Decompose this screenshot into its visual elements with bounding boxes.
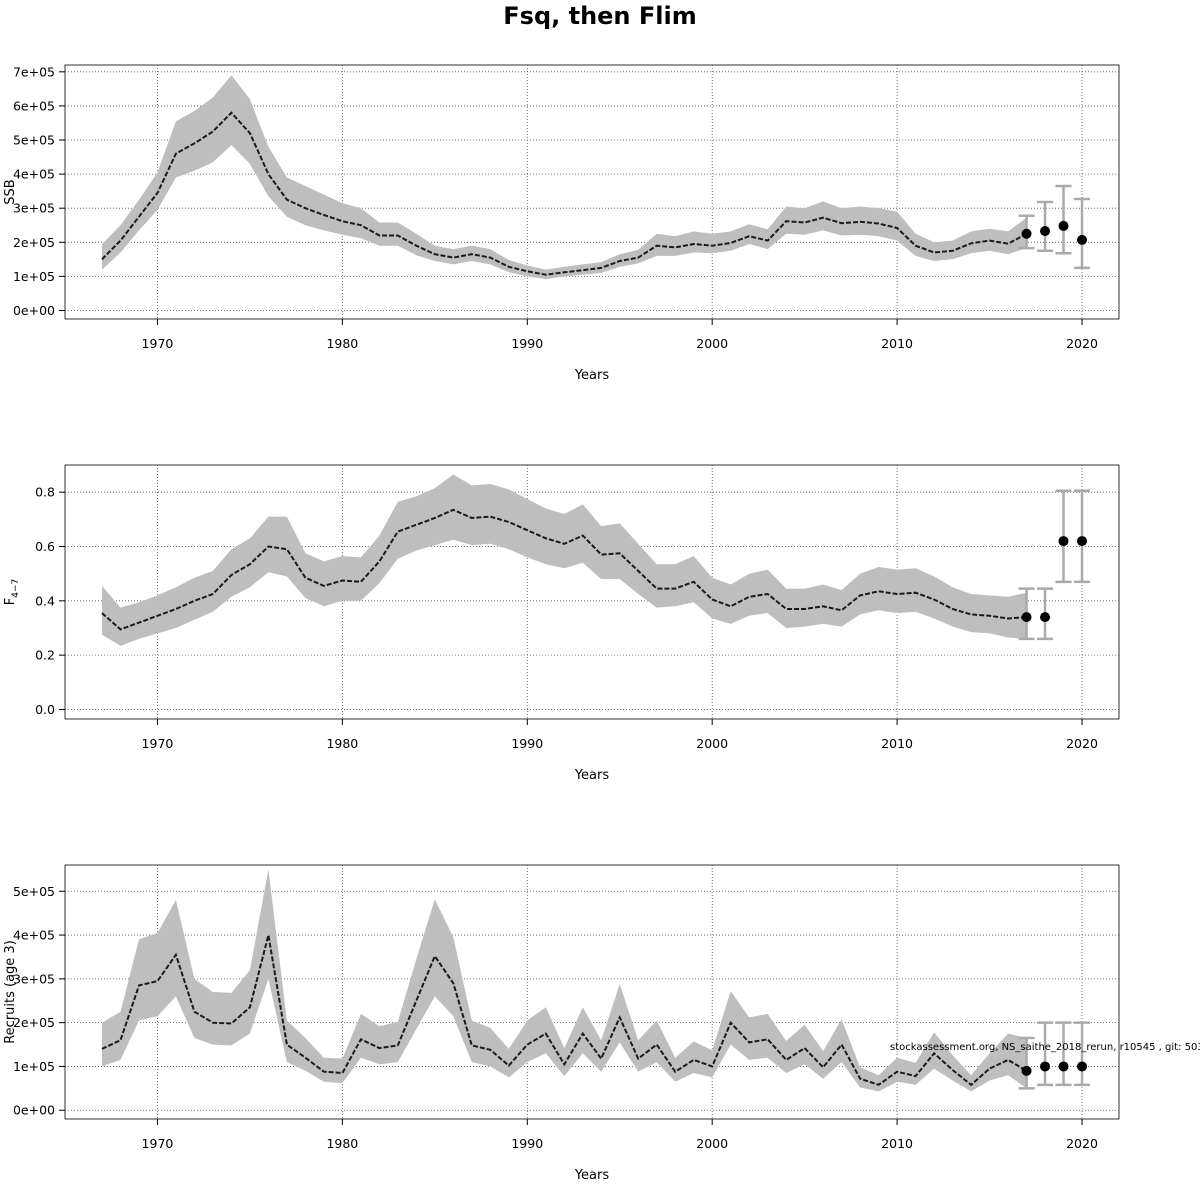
forecast-point <box>1040 612 1051 623</box>
y-tick-label: 0.2 <box>35 648 55 663</box>
forecast-point <box>1040 1061 1051 1072</box>
forecast-point <box>1040 226 1051 237</box>
page-title: Fsq, then Flim <box>503 2 696 30</box>
estimate-line <box>101 508 1027 631</box>
credit-note: stockassessment.org, NS_saithe_2018_reru… <box>890 1042 1200 1053</box>
x-tick-label: 1990 <box>511 336 543 351</box>
x-tick-label: 2000 <box>696 736 728 751</box>
forecast-point <box>1077 536 1088 547</box>
x-tick-label: 2020 <box>1066 736 1098 751</box>
x-axis-label: Years <box>574 1168 610 1183</box>
forecast-point <box>1058 1061 1069 1072</box>
estimate-line <box>101 111 1027 276</box>
estimate-line <box>101 934 1028 1087</box>
x-tick-label: 2000 <box>696 336 728 351</box>
x-tick-label: 2010 <box>881 336 913 351</box>
x-tick-label: 1980 <box>326 336 358 351</box>
forecast-point <box>1021 228 1032 239</box>
y-tick-label: 3e+05 <box>13 971 55 986</box>
y-axis-label: F4−7 <box>3 579 21 605</box>
y-tick-label: 6e+05 <box>13 98 55 113</box>
x-tick-label: 2020 <box>1066 1136 1098 1151</box>
x-tick-label: 2000 <box>696 1136 728 1151</box>
x-axis-label: Years <box>574 768 610 783</box>
y-tick-label: 0.8 <box>35 485 55 500</box>
y-tick-label: 0.4 <box>35 593 55 608</box>
y-tick-label: 7e+05 <box>13 64 55 79</box>
forecast-point <box>1058 220 1069 231</box>
x-tick-label: 2010 <box>881 736 913 751</box>
confidence-band <box>102 75 1027 280</box>
confidence-band <box>102 869 1027 1092</box>
forecast-point <box>1058 536 1069 547</box>
panel-3: 1970 1980 1990 2000 2010 2020 0e+00 1e+05 2e+05 3… <box>3 864 1120 1183</box>
y-tick-label: 2e+05 <box>13 1015 55 1030</box>
x-tick-label: 1970 <box>142 736 174 751</box>
confidence-band <box>102 474 1027 646</box>
x-tick-label: 1980 <box>326 736 358 751</box>
plot-frame <box>64 64 1120 320</box>
plot-frame <box>64 864 1120 1120</box>
panels: 1970 1980 1990 2000 2010 2020 0e+00 1e+05 2e+05 3… <box>3 64 1120 1183</box>
x-tick-label: 2010 <box>881 1136 913 1151</box>
plot-frame <box>64 464 1120 720</box>
y-axis-label: SSB <box>3 179 18 204</box>
y-tick-label: 0e+00 <box>13 1103 55 1118</box>
y-tick-label: 4e+05 <box>13 928 55 943</box>
panel-1: 1970 1980 1990 2000 2010 2020 0e+00 1e+05 2e+05 3… <box>3 64 1120 383</box>
y-tick-label: 1e+05 <box>13 1059 55 1074</box>
x-tick-label: 1990 <box>511 736 543 751</box>
forecast-point <box>1077 1061 1088 1072</box>
forecast-point <box>1077 234 1088 245</box>
x-tick-label: 1970 <box>142 1136 174 1151</box>
x-tick-label: 1970 <box>142 336 174 351</box>
forecast-point <box>1021 612 1032 623</box>
y-tick-label: 4e+05 <box>13 167 55 182</box>
x-tick-label: 2020 <box>1066 336 1098 351</box>
y-tick-label: 2e+05 <box>13 235 55 250</box>
x-tick-label: 1990 <box>511 1136 543 1151</box>
y-tick-label: 5e+05 <box>13 133 55 148</box>
y-tick-label: 5e+05 <box>13 884 55 899</box>
y-tick-label: 1e+05 <box>13 269 55 284</box>
y-tick-label: 0.0 <box>35 702 55 717</box>
panel-2: 1970 1980 1990 2000 2010 2020 0.0 0.2 0.4 0.6 0.8 Y… <box>3 464 1120 783</box>
y-tick-label: 0.6 <box>35 539 55 554</box>
x-axis-label: Years <box>574 368 610 383</box>
x-tick-label: 1980 <box>326 1136 358 1151</box>
y-tick-label: 3e+05 <box>13 201 55 216</box>
forecast-point <box>1021 1065 1032 1076</box>
y-tick-label: 0e+00 <box>13 303 55 318</box>
y-axis-label-subscript: 4−7 <box>11 579 21 598</box>
y-axis-label: Recruits (age 3) <box>3 940 18 1044</box>
